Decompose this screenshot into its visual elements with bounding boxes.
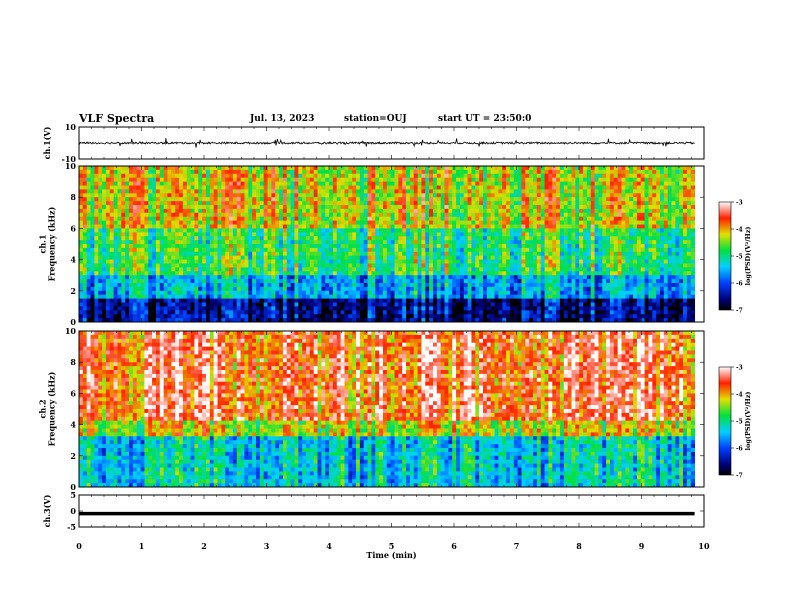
colorbar-tick-label: -7 — [736, 473, 743, 480]
colorbar-tick-label: -5 — [736, 419, 743, 426]
colorbar-tick-label: -7 — [736, 308, 743, 315]
y-tick-label: 10 — [65, 326, 77, 336]
colorbar-label: log(PSD)(V²/Hz) — [744, 227, 752, 286]
x-tick-label: 1 — [139, 541, 145, 551]
start-time-label: start UT = 23:50:0 — [438, 114, 532, 124]
y-axis-label: Frequency (kHz) — [47, 371, 57, 446]
y-tick-label: 8 — [70, 357, 76, 367]
y-tick-label: 0 — [70, 317, 76, 327]
y-axis-label: Frequency (kHz) — [47, 206, 57, 281]
y-tick-label: 4 — [70, 420, 76, 430]
ch1-trace — [78, 138, 695, 148]
x-tick-label: 10 — [698, 541, 710, 551]
x-tick-label: 2 — [201, 541, 207, 551]
x-axis-label: Time (min) — [366, 550, 416, 560]
x-tick-label: 8 — [576, 541, 582, 551]
colorbar-tick-label: -6 — [736, 446, 743, 453]
x-tick-label: 9 — [639, 541, 645, 551]
colorbar-tick-label: -3 — [736, 200, 743, 207]
y-tick-label: 4 — [70, 255, 76, 265]
y-tick-label: 6 — [70, 223, 76, 233]
colorbar-label: log(PSD)(V²/Hz) — [744, 392, 752, 451]
y-tick-label: 5 — [70, 490, 76, 500]
x-tick-label: 3 — [264, 541, 270, 551]
y-tick-label: 2 — [70, 286, 76, 296]
y-tick-label: -5 — [67, 522, 76, 532]
ch1-spectrogram: -3 -4 -5 -6 -7 log(PSD)(V²/Hz) — [79, 166, 752, 323]
x-tick-label: 4 — [326, 541, 332, 551]
colorbar-tick-label: -4 — [736, 227, 743, 234]
y-tick-label: 8 — [70, 192, 76, 202]
y-tick-label: 2 — [70, 451, 76, 461]
y-axis-label: ch.1 — [38, 234, 48, 253]
y-axis-label: ch.1(V) — [42, 126, 52, 159]
station-label: station=OUJ — [344, 114, 407, 124]
y-axis-label: ch.2 — [38, 399, 48, 418]
y-tick-label: 0 — [70, 482, 76, 492]
x-tick-label: 5 — [389, 541, 395, 551]
y-tick-label: 0 — [70, 506, 76, 516]
colorbar-tick-label: -4 — [736, 392, 743, 399]
colorbar-tick-label: -5 — [736, 254, 743, 261]
colorbar-tick-label: -6 — [736, 281, 743, 288]
y-tick-label: 10 — [65, 122, 77, 132]
chart-title: VLF Spectra — [79, 112, 155, 125]
y-tick-label: 6 — [70, 388, 76, 398]
colorbar — [718, 201, 732, 311]
waveform-layer — [78, 138, 695, 516]
y-tick-label: 10 — [65, 161, 77, 171]
colorbar — [718, 366, 732, 476]
y-tick-label: -10 — [62, 154, 77, 164]
x-tick-label: 6 — [451, 541, 457, 551]
y-axis-label: ch.3(V) — [42, 494, 52, 527]
panel-frame — [78, 494, 705, 528]
x-tick-label: 7 — [514, 541, 520, 551]
colorbar-tick-label: -3 — [736, 365, 743, 372]
ch2-spectrogram: -3 -4 -5 -6 -7 log(PSD)(V²/Hz) — [79, 331, 752, 488]
x-tick-label: 0 — [76, 541, 82, 551]
date-label: Jul. 13, 2023 — [250, 114, 315, 124]
